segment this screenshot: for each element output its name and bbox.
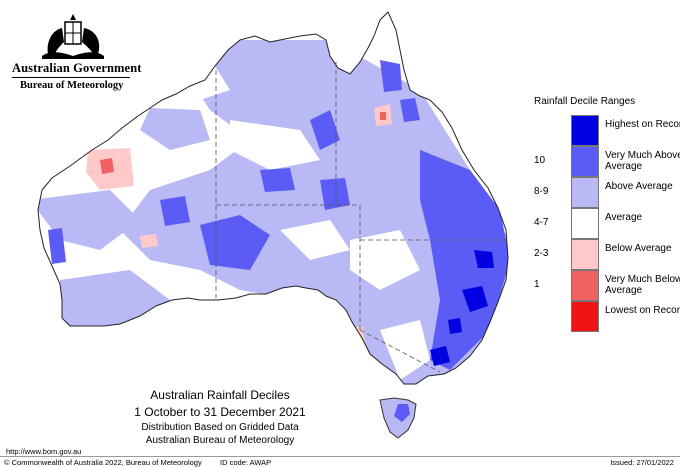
legend-label: Very Much Below Average [605,274,680,296]
header-divider [12,77,130,78]
legend-swatch [571,301,599,332]
legend-decile: 8-9 [534,186,549,197]
issued-date: Issued: 27/01/2022 [610,458,674,467]
footer-divider [0,456,680,457]
legend-swatch [571,115,599,146]
legend-swatch [571,146,599,177]
map-title: Australian Rainfall Deciles [150,388,290,402]
legend-swatch [571,270,599,301]
legend-swatch [571,208,599,239]
legend-label: Highest on Record [605,119,680,130]
bureau-title: Bureau of Meteorology [20,80,124,91]
map-period: 1 October to 31 December 2021 [134,405,306,419]
legend-label: Very Much Above Average [605,150,680,172]
legend-decile: 10 [534,155,546,166]
legend-swatch [571,177,599,208]
website-url: http://www.bom.gov.au [6,447,82,456]
map-subtitle: Distribution Based on Gridded Data [141,422,299,433]
legend-label: Average [605,212,643,223]
legend-decile: 4-7 [534,217,549,228]
tasmania-above-average-patch [394,404,410,422]
state-borders [215,62,505,373]
legend-label: Lowest on Record [605,305,680,316]
legend-title: Rainfall Decile Ranges [534,96,636,107]
mainland-coastline [37,11,509,385]
government-title: Australian Government [12,61,142,75]
legend-decile: 1 [534,279,540,290]
id-code: ID code: AWAP [220,458,272,467]
legend-label: Above Average [605,181,673,192]
legend-label: Below Average [605,243,672,254]
copyright-text: © Commonwealth of Australia 2022, Bureau… [4,458,202,467]
coat-of-arms-icon [42,14,104,59]
legend-swatch [571,239,599,270]
legend-decile: 2-3 [534,248,549,259]
map-source: Australian Bureau of Meteorology [145,435,295,446]
